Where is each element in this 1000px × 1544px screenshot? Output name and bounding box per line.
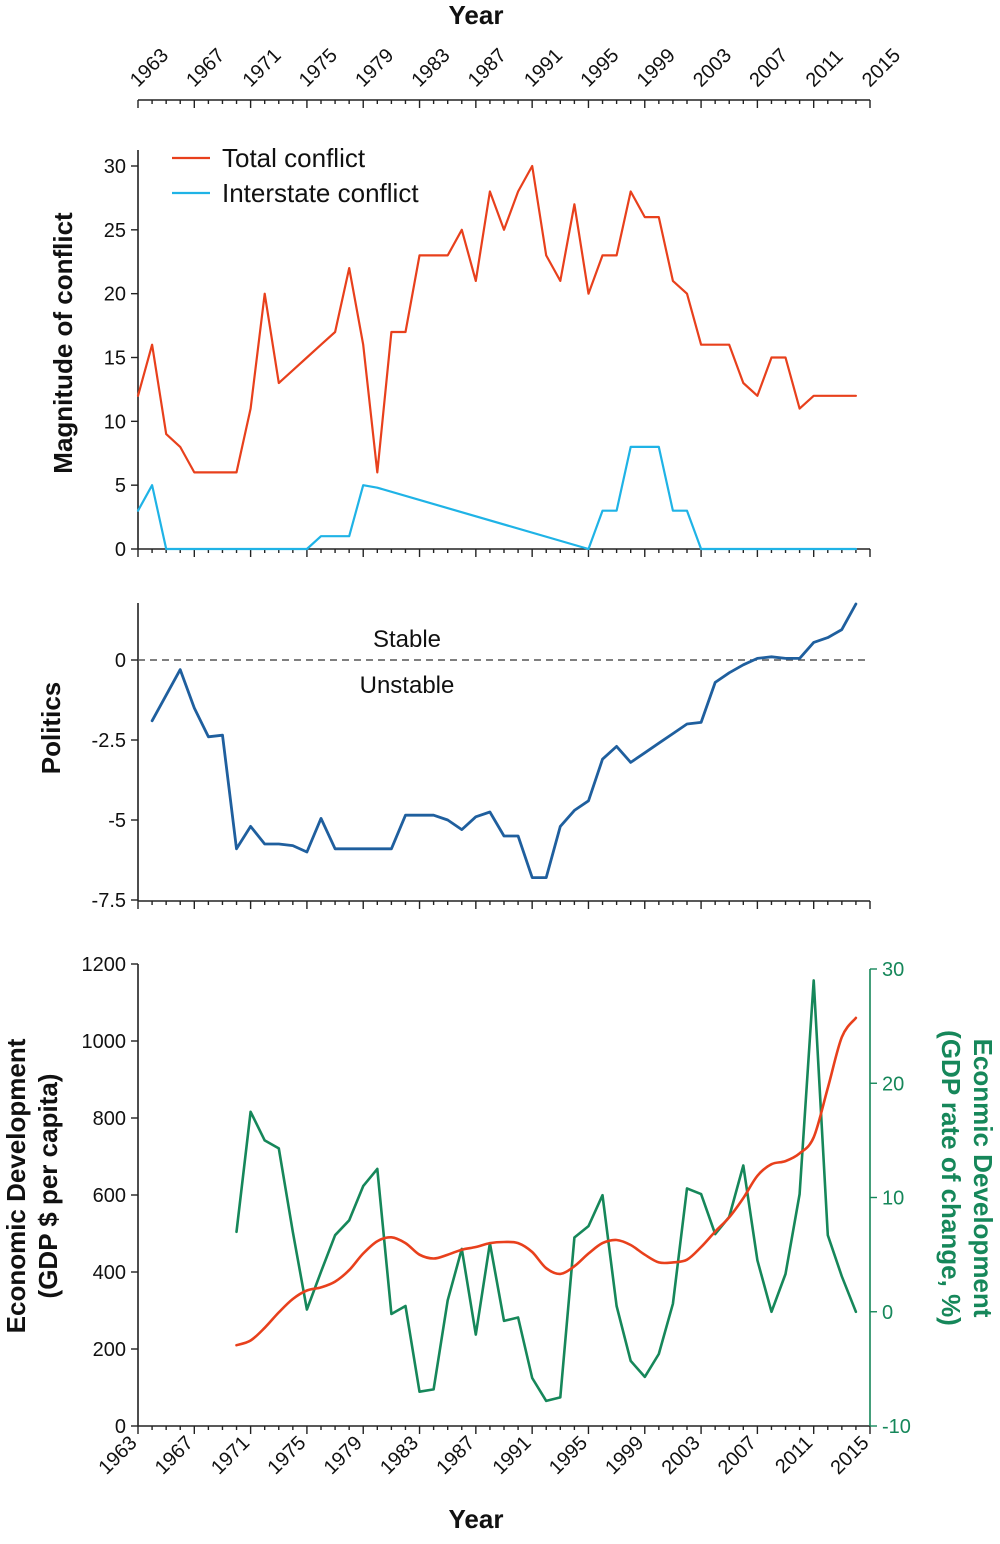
x-tick-label: 1995 xyxy=(545,1432,592,1479)
y-tick-label: 30 xyxy=(104,156,126,178)
axis-title-line: (GDP rate of change, %) xyxy=(936,1030,966,1326)
politics-lines xyxy=(150,602,858,879)
axis-title-line: Economic Development xyxy=(1,1038,31,1333)
bottom-x-axis-title: Year xyxy=(449,1504,504,1534)
politics-panel: 0 -2.5 -5 -7.5 Stable Unstable Politics xyxy=(36,602,871,912)
interstate-conflict-line xyxy=(136,445,857,551)
y-tick-label: 1000 xyxy=(82,1031,127,1053)
y2-tick-label: 10 xyxy=(882,1188,904,1210)
y2-tick-label: -10 xyxy=(882,1416,911,1438)
x-tick-label: 1971 xyxy=(239,45,286,92)
x-tick-label: 2011 xyxy=(802,46,848,92)
economy-lines xyxy=(235,979,858,1403)
x-tick-label: 2007 xyxy=(714,1432,761,1479)
y-tick-label: 400 xyxy=(93,1262,126,1284)
y-tick-label: 25 xyxy=(104,220,126,242)
x-tick-label: 1963 xyxy=(126,45,173,92)
y-tick-label: 800 xyxy=(93,1108,126,1130)
y-tick-label: 20 xyxy=(104,284,126,306)
x-tick-label: 1991 xyxy=(489,1432,536,1479)
economy-panel: 1963 1967 1971 1975 1979 1983 1987 1991 1995 1999… xyxy=(1,954,998,1479)
y-tick-label: -7.5 xyxy=(92,890,126,912)
legend-label: Interstate conflict xyxy=(222,178,419,208)
axis-title-line: Econmic Development xyxy=(968,1039,998,1318)
legend-label: Total conflict xyxy=(222,143,366,173)
y-tick-label: 10 xyxy=(104,411,126,433)
top-year-axis: 1963 1967 1971 1975 1979 1983 1987 1991 1995 1999… xyxy=(126,45,905,108)
y-tick-label: 200 xyxy=(93,1339,126,1361)
x-tick-label: 1987 xyxy=(432,1432,479,1479)
y-tick-label: -2.5 xyxy=(92,730,126,752)
top-x-axis-title: Year xyxy=(449,0,504,30)
x-tick-label: 1983 xyxy=(376,1432,423,1479)
x-tick-label: 1979 xyxy=(320,1432,367,1479)
politics-line xyxy=(150,602,858,879)
y2-tick-label: 30 xyxy=(882,959,904,981)
x-tick-label: 1971 xyxy=(207,1432,254,1479)
x-tick-label: 2003 xyxy=(689,45,736,92)
conflict-y-axis-title: Magnitude of conflict xyxy=(48,212,78,474)
x-tick-label: 1967 xyxy=(182,45,229,92)
x-tick-label: 2003 xyxy=(658,1432,705,1479)
y-tick-label: -5 xyxy=(108,810,126,832)
politics-y-axis-title: Politics xyxy=(36,682,66,774)
conflict-panel: 0 5 10 15 20 25 30 Total conflict Interstate co… xyxy=(48,143,871,561)
x-tick-label: 1979 xyxy=(351,45,398,92)
gdp-rate-y-axis-title: Econmic Development(GDP rate of change, … xyxy=(936,1030,998,1326)
conflict-legend: Total conflict Interstate conflict xyxy=(172,143,419,208)
x-tick-label: 1991 xyxy=(520,45,567,92)
gdp-rate-line xyxy=(235,979,858,1403)
x-tick-label: 2011 xyxy=(771,1432,817,1478)
y2-tick-label: 20 xyxy=(882,1073,904,1095)
x-tick-label: 1975 xyxy=(263,1432,310,1479)
x-tick-label: 1999 xyxy=(601,1432,648,1479)
gdp-per-capita-line xyxy=(235,1016,858,1347)
x-tick-label: 1975 xyxy=(295,45,342,92)
axis-title-line: (GDP $ per capita) xyxy=(33,1074,63,1299)
x-tick-label: 1995 xyxy=(576,45,623,92)
x-tick-label: 2015 xyxy=(858,45,905,92)
stable-label: Stable xyxy=(373,626,441,653)
y-tick-label: 0 xyxy=(115,539,126,561)
y-tick-label: 600 xyxy=(93,1185,126,1207)
y2-tick-label: 0 xyxy=(882,1302,893,1324)
x-tick-label: 1987 xyxy=(464,45,511,92)
y-tick-label: 1200 xyxy=(82,954,127,976)
economy-axes: 1963 1967 1971 1975 1979 1983 1987 1991 1995 1999… xyxy=(82,954,911,1479)
x-tick-label: 2007 xyxy=(745,45,792,92)
x-tick-label: 1967 xyxy=(151,1432,198,1479)
unstable-label: Unstable xyxy=(360,672,455,699)
conflict-lines xyxy=(136,164,857,551)
x-tick-label: 1983 xyxy=(408,45,455,92)
gdp-per-capita-y-axis-title: Economic Development(GDP $ per capita) xyxy=(1,1038,63,1333)
y-tick-label: 5 xyxy=(115,475,126,497)
x-tick-label: 1999 xyxy=(633,45,680,92)
y-tick-label: 0 xyxy=(115,1416,126,1438)
y-tick-label: 0 xyxy=(115,650,126,672)
y-tick-label: 15 xyxy=(104,348,126,370)
total-conflict-line xyxy=(136,164,857,474)
x-tick-label: 1963 xyxy=(95,1432,142,1479)
politics-axes: 0 -2.5 -5 -7.5 xyxy=(92,603,871,912)
x-tick-label: 2015 xyxy=(827,1432,874,1479)
